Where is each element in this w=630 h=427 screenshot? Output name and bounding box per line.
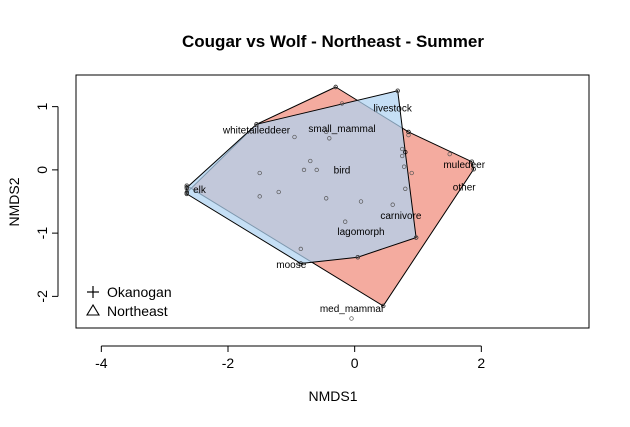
site-point xyxy=(355,255,360,260)
site-point xyxy=(406,132,411,138)
y-tick-label: -1 xyxy=(34,227,50,240)
site-point xyxy=(413,235,419,240)
site-point xyxy=(401,164,407,169)
site-point xyxy=(333,84,338,90)
species-label-lagomorph: lagomorph xyxy=(337,227,384,238)
species-label-muledeer: muledeer xyxy=(443,160,485,171)
species-label-elk: elk xyxy=(193,185,207,196)
hull-vertex xyxy=(184,185,189,190)
y-axis-title: NMDS2 xyxy=(6,177,22,226)
site-point xyxy=(184,191,189,197)
x-tick-label: -2 xyxy=(222,355,235,371)
plot-frame xyxy=(75,74,590,329)
site-point xyxy=(390,202,395,207)
y-tick-label: -2 xyxy=(34,290,50,303)
site-point xyxy=(301,167,307,173)
legend-northeast-symbol xyxy=(86,303,100,316)
hull-layer xyxy=(184,84,476,309)
site-point xyxy=(409,170,414,176)
site-point xyxy=(308,158,313,164)
species-label-carnivore: carnivore xyxy=(380,211,422,222)
species-label-livestock: livestock xyxy=(374,104,413,115)
site-point xyxy=(400,153,405,159)
site-layer xyxy=(184,84,476,321)
species-label-layer: livestock whitetaileddeer small_mammalmule… xyxy=(193,104,486,316)
site-point xyxy=(403,186,408,191)
site-point xyxy=(324,196,329,201)
hull-vertex xyxy=(406,129,411,135)
site-point xyxy=(381,303,386,309)
species-label-med-mammal: med_mammal xyxy=(320,304,383,315)
x-tick-label: 2 xyxy=(477,355,485,371)
legend: Okanogan Northeast xyxy=(86,284,172,319)
legend-okanogan-label: Okanogan xyxy=(107,284,172,300)
site-point xyxy=(324,129,329,135)
legend-okanogan-symbol xyxy=(87,286,99,298)
site-point xyxy=(257,170,262,176)
site-point xyxy=(400,146,405,152)
x-axis-title: NMDS1 xyxy=(308,388,357,404)
site-point xyxy=(184,183,189,188)
species-label-whitetaileddeer: whitetaileddeer xyxy=(222,126,291,137)
site-point xyxy=(447,151,452,157)
hull-vertex xyxy=(403,149,408,155)
species-label-other: other xyxy=(453,183,476,194)
site-point xyxy=(184,186,189,191)
site-point xyxy=(395,88,400,93)
site-point xyxy=(339,101,345,106)
species-label-moose: moose xyxy=(276,260,306,271)
legend-northeast-label: Northeast xyxy=(107,303,168,319)
x-tick-label: 0 xyxy=(351,355,359,371)
site-point xyxy=(343,219,348,224)
site-point xyxy=(298,246,303,252)
site-point xyxy=(298,261,303,266)
site-point xyxy=(327,136,332,141)
site-point xyxy=(292,134,297,140)
site-point xyxy=(358,199,364,204)
y-tick-label: 0 xyxy=(34,166,50,174)
species-label-bird: bird xyxy=(334,166,351,177)
y-tick-label: 1 xyxy=(34,103,50,111)
site-point xyxy=(471,167,476,172)
site-point xyxy=(349,316,354,321)
species-label-small-mammal: small_mammal xyxy=(308,124,375,135)
axis-layer: -4 -2 0 2 -2 -1 0 1 xyxy=(34,103,485,371)
site-point xyxy=(314,167,319,173)
x-tick-label: -4 xyxy=(95,355,108,371)
site-point xyxy=(257,194,262,199)
site-point xyxy=(254,122,259,127)
site-point xyxy=(276,189,281,195)
chart-title: Cougar vs Wolf - Northeast - Summer xyxy=(182,32,484,51)
site-point xyxy=(469,159,474,164)
